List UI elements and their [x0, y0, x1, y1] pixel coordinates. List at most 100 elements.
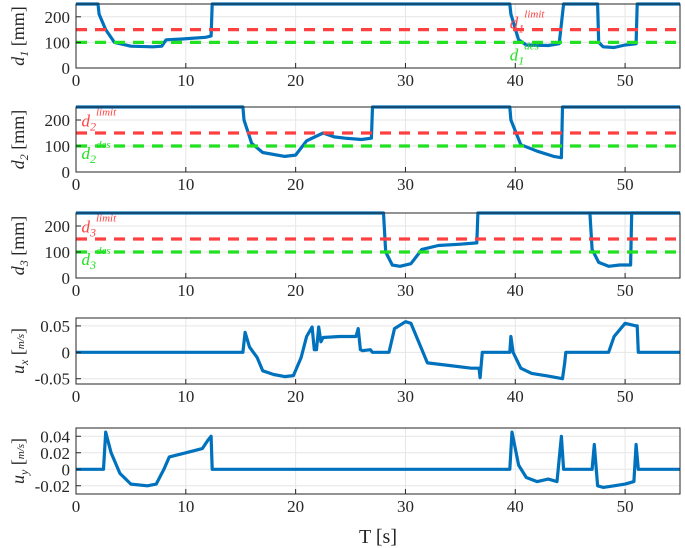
x-tick-label: 20	[287, 497, 304, 516]
y-axis-label: d3 [mm]	[8, 216, 31, 276]
x-tick-label: 30	[397, 175, 414, 194]
y-label-bracket-close: ]	[8, 438, 28, 444]
annotation-var: d	[510, 13, 519, 32]
x-tick-label: 40	[507, 387, 524, 406]
annotation-subscript: 1	[518, 21, 524, 35]
annotation-subscript: 2	[90, 152, 96, 166]
y-label-bracket-open: [	[8, 459, 28, 470]
y-label-subscript: 3	[17, 260, 31, 267]
y-label-subscript: x	[17, 359, 31, 366]
x-tick-label: 30	[397, 497, 414, 516]
y-label-bracket-open: [	[8, 349, 28, 360]
annotation-subscript: 3	[89, 258, 96, 272]
x-tick-label: 0	[72, 175, 81, 194]
annotation-superscript: limit	[96, 213, 117, 225]
x-tick-label: 30	[397, 281, 414, 300]
y-label-unit-fraction: m/s	[15, 334, 27, 349]
y-label-var: u	[8, 365, 28, 374]
x-tick-label: 10	[177, 71, 194, 90]
x-tick-label: 30	[397, 71, 414, 90]
x-tick-label: 40	[507, 281, 524, 300]
x-tick-label: 20	[287, 281, 304, 300]
x-tick-label: 0	[72, 497, 81, 516]
y-label-subscript: 2	[17, 154, 31, 160]
annotation-superscript: des	[96, 245, 111, 257]
x-tick-label: 20	[287, 71, 304, 90]
x-tick-label: 0	[72, 281, 81, 300]
y-tick-label: 0.05	[40, 317, 70, 336]
y-tick-label: 100	[45, 243, 71, 262]
x-tick-label: 30	[397, 387, 414, 406]
annotation-var: d	[81, 218, 90, 237]
x-tick-label: 10	[177, 281, 194, 300]
annotation-subscript: 2	[90, 120, 96, 134]
plot-area	[76, 428, 680, 494]
x-tick-label: 40	[507, 71, 524, 90]
x-tick-label: 40	[507, 175, 524, 194]
y-axis-label: d2 [mm]	[8, 110, 31, 170]
y-tick-label: 200	[45, 111, 71, 130]
y-tick-label: 0	[62, 59, 71, 78]
x-tick-label: 20	[287, 175, 304, 194]
y-axis-label: d1 [mm]	[8, 6, 31, 66]
x-tick-label: 0	[72, 71, 81, 90]
y-label-subscript: y	[17, 469, 31, 476]
x-tick-label: 50	[617, 281, 634, 300]
annotation-superscript: des	[524, 40, 539, 52]
annotation-limit: d3limit	[81, 213, 117, 240]
x-tick-label: 50	[617, 71, 634, 90]
y-tick-label: 0	[62, 460, 71, 479]
y-label-subscript: 1	[17, 51, 31, 57]
y-tick-label: 200	[45, 217, 71, 236]
y-label-var: d	[8, 56, 28, 66]
axes-box	[75, 317, 681, 385]
y-tick-label: 0	[62, 343, 71, 362]
plot-area	[76, 4, 680, 68]
axes-box	[75, 3, 681, 69]
x-tick-label: 10	[177, 497, 194, 516]
axes-box	[75, 106, 681, 173]
annotation-var: d	[81, 112, 90, 131]
y-label-bracket-close: ]	[8, 328, 28, 334]
y-label-unit: [mm]	[8, 216, 28, 261]
annotation-var: d	[81, 250, 90, 269]
y-axis-label: uy [m/s]	[8, 438, 31, 484]
axes-box	[75, 212, 681, 279]
x-axis-label: T [s]	[359, 526, 397, 548]
annotation-superscript: limit	[96, 107, 117, 119]
y-axis-label: ux [m/s]	[8, 328, 31, 374]
x-tick-label: 10	[177, 175, 194, 194]
y-tick-label: 0.02	[40, 444, 70, 463]
y-label-var: d	[8, 265, 28, 275]
y-tick-label: 0.04	[40, 427, 70, 446]
annotation-subscript: 1	[518, 53, 524, 67]
axes-box	[75, 427, 681, 495]
annotation-superscript: des	[96, 139, 111, 151]
y-tick-label: 100	[45, 137, 71, 156]
annotation-subscript: 3	[89, 226, 96, 240]
y-label-var: d	[8, 159, 28, 169]
annotation-limit: d2limit	[81, 107, 117, 134]
y-label-unit: [mm]	[8, 110, 28, 155]
series-signal-line	[76, 430, 680, 489]
annotation-des: d2des	[81, 139, 110, 166]
y-tick-label: -0.02	[35, 477, 70, 496]
y-label-unit-fraction: m/s	[15, 444, 27, 459]
y-label-var: u	[8, 475, 28, 484]
x-tick-label: 20	[287, 387, 304, 406]
y-tick-label: -0.05	[35, 370, 70, 389]
y-tick-label: 100	[45, 33, 71, 52]
annotation-limit: d1limit	[510, 8, 546, 35]
plot-area	[76, 213, 680, 278]
x-tick-label: 50	[617, 387, 634, 406]
annotation-des: d3des	[81, 245, 110, 272]
x-tick-label: 10	[177, 387, 194, 406]
annotation-var: d	[510, 45, 519, 64]
y-tick-label: 0	[62, 163, 71, 182]
